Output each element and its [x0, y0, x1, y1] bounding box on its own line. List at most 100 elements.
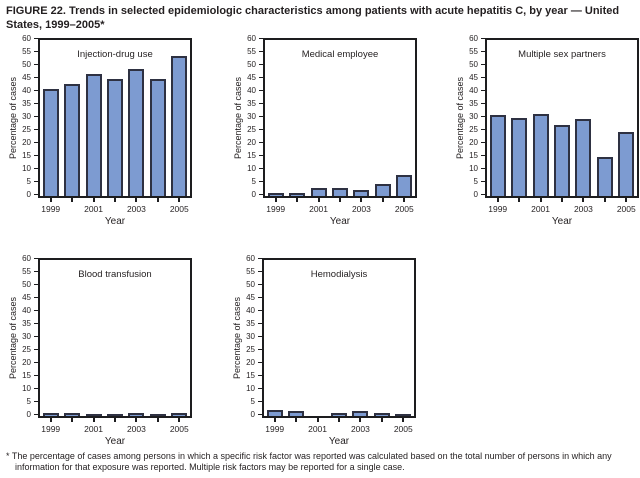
y-tick-mark — [481, 168, 485, 169]
y-tick-mark — [259, 90, 263, 91]
x-tick-mark — [518, 198, 521, 202]
x-tick-label: 2005 — [169, 424, 189, 434]
y-tick-label: 60 — [22, 254, 31, 263]
y-tick-label: 35 — [246, 319, 255, 328]
y-tick-mark — [258, 362, 262, 363]
bar-1999 — [267, 193, 284, 196]
x-tick-mark — [49, 198, 52, 202]
x-tick-label: 2005 — [394, 204, 414, 214]
bar-2000 — [289, 193, 306, 196]
y-tick-mark — [34, 168, 38, 169]
bar-2005 — [396, 175, 413, 196]
chart-title: Hemodialysis — [310, 269, 368, 280]
bar-1999 — [42, 89, 59, 196]
x-tick-label: 1999 — [266, 204, 286, 214]
x-tick-mark — [625, 198, 628, 202]
y-tick-label: 10 — [469, 164, 478, 173]
y-tick-mark — [34, 388, 38, 389]
y-tick-label: 45 — [469, 73, 478, 82]
y-tick-label: 35 — [469, 99, 478, 108]
bar-2002 — [107, 79, 123, 196]
y-tick-label: 30 — [22, 332, 31, 341]
y-tick-mark — [34, 155, 38, 156]
y-tick-label: 40 — [246, 306, 255, 315]
bar-2001 — [532, 114, 549, 196]
x-tick-label: 1999 — [41, 204, 61, 214]
chart-title: Multiple sex partners — [518, 49, 606, 60]
x-tick-mark — [135, 198, 138, 202]
y-tick-label: 20 — [246, 358, 255, 367]
y-tick-mark — [34, 51, 38, 52]
y-tick-mark — [481, 51, 485, 52]
x-tick-label: 2003 — [573, 204, 593, 214]
x-tick-mark — [71, 418, 74, 422]
chart-multiple-sex-partners: Percentage of cases Multiple sex partners… — [455, 34, 640, 234]
bar-2000 — [288, 410, 305, 416]
y-tick-label: 55 — [22, 267, 31, 276]
y-tick-mark — [481, 77, 485, 78]
y-tick-mark — [34, 349, 38, 350]
x-tick-mark — [156, 418, 159, 422]
y-tick-mark — [481, 90, 485, 91]
y-tick-mark — [258, 401, 262, 402]
x-axis-label: Year — [551, 216, 573, 227]
bar-2000 — [64, 84, 81, 196]
y-tick-label: 30 — [247, 112, 256, 121]
x-tick-label: 2003 — [126, 204, 146, 214]
y-tick-mark — [34, 401, 38, 402]
y-tick-label: 60 — [22, 34, 31, 43]
x-tick-mark — [114, 418, 116, 422]
y-tick-mark — [34, 375, 38, 376]
y-tick-label: 20 — [247, 138, 256, 147]
x-tick-mark — [49, 418, 52, 422]
x-tick-label: 1999 — [41, 424, 61, 434]
bar-2005 — [171, 55, 188, 196]
y-tick-label: 30 — [22, 112, 31, 121]
x-tick-mark — [178, 198, 181, 202]
y-tick-label: 55 — [469, 47, 478, 56]
y-tick-label: 55 — [22, 47, 31, 56]
y-tick-mark — [481, 142, 485, 143]
y-tick-label: 40 — [22, 306, 31, 315]
y-tick-mark — [34, 323, 38, 324]
x-axis-label: Year — [104, 436, 126, 447]
y-tick-label: 5 — [251, 177, 256, 186]
x-tick-mark — [274, 198, 277, 202]
y-tick-mark — [34, 194, 38, 195]
x-tick-mark — [359, 418, 362, 422]
y-tick-mark — [34, 77, 38, 78]
x-tick-label: 2001 — [309, 204, 329, 214]
y-tick-mark — [34, 336, 38, 337]
x-tick-label: 2003 — [351, 204, 371, 214]
y-tick-label: 50 — [246, 280, 255, 289]
bar-2001 — [310, 188, 327, 196]
y-tick-mark — [259, 103, 263, 104]
y-tick-label: 15 — [469, 151, 478, 160]
y-tick-label: 50 — [247, 60, 256, 69]
y-tick-mark — [34, 297, 38, 298]
y-tick-label: 50 — [22, 280, 31, 289]
bar-2004 — [596, 157, 613, 196]
bar-2004 — [373, 413, 390, 416]
y-tick-label: 0 — [26, 190, 31, 199]
chart-title: Blood transfusion — [78, 269, 152, 280]
x-tick-mark — [339, 198, 341, 202]
y-tick-mark — [258, 388, 262, 389]
y-tick-mark — [259, 38, 263, 39]
x-tick-mark — [316, 418, 319, 422]
y-tick-mark — [481, 155, 485, 156]
y-tick-label: 10 — [22, 384, 31, 393]
y-tick-label: 0 — [250, 410, 255, 419]
y-tick-mark — [259, 194, 263, 195]
x-tick-mark — [360, 198, 363, 202]
y-tick-label: 5 — [250, 397, 255, 406]
bar-2005 — [171, 413, 188, 416]
x-tick-mark — [295, 418, 298, 422]
x-tick-mark — [381, 198, 384, 202]
y-tick-mark — [259, 155, 263, 156]
chart-blood-transfusion: Percentage of cases Blood transfusion 0 5 10… — [8, 254, 208, 454]
x-tick-mark — [403, 198, 406, 202]
x-tick-mark — [496, 198, 499, 202]
y-tick-label: 30 — [469, 112, 478, 121]
y-tick-mark — [259, 116, 263, 117]
